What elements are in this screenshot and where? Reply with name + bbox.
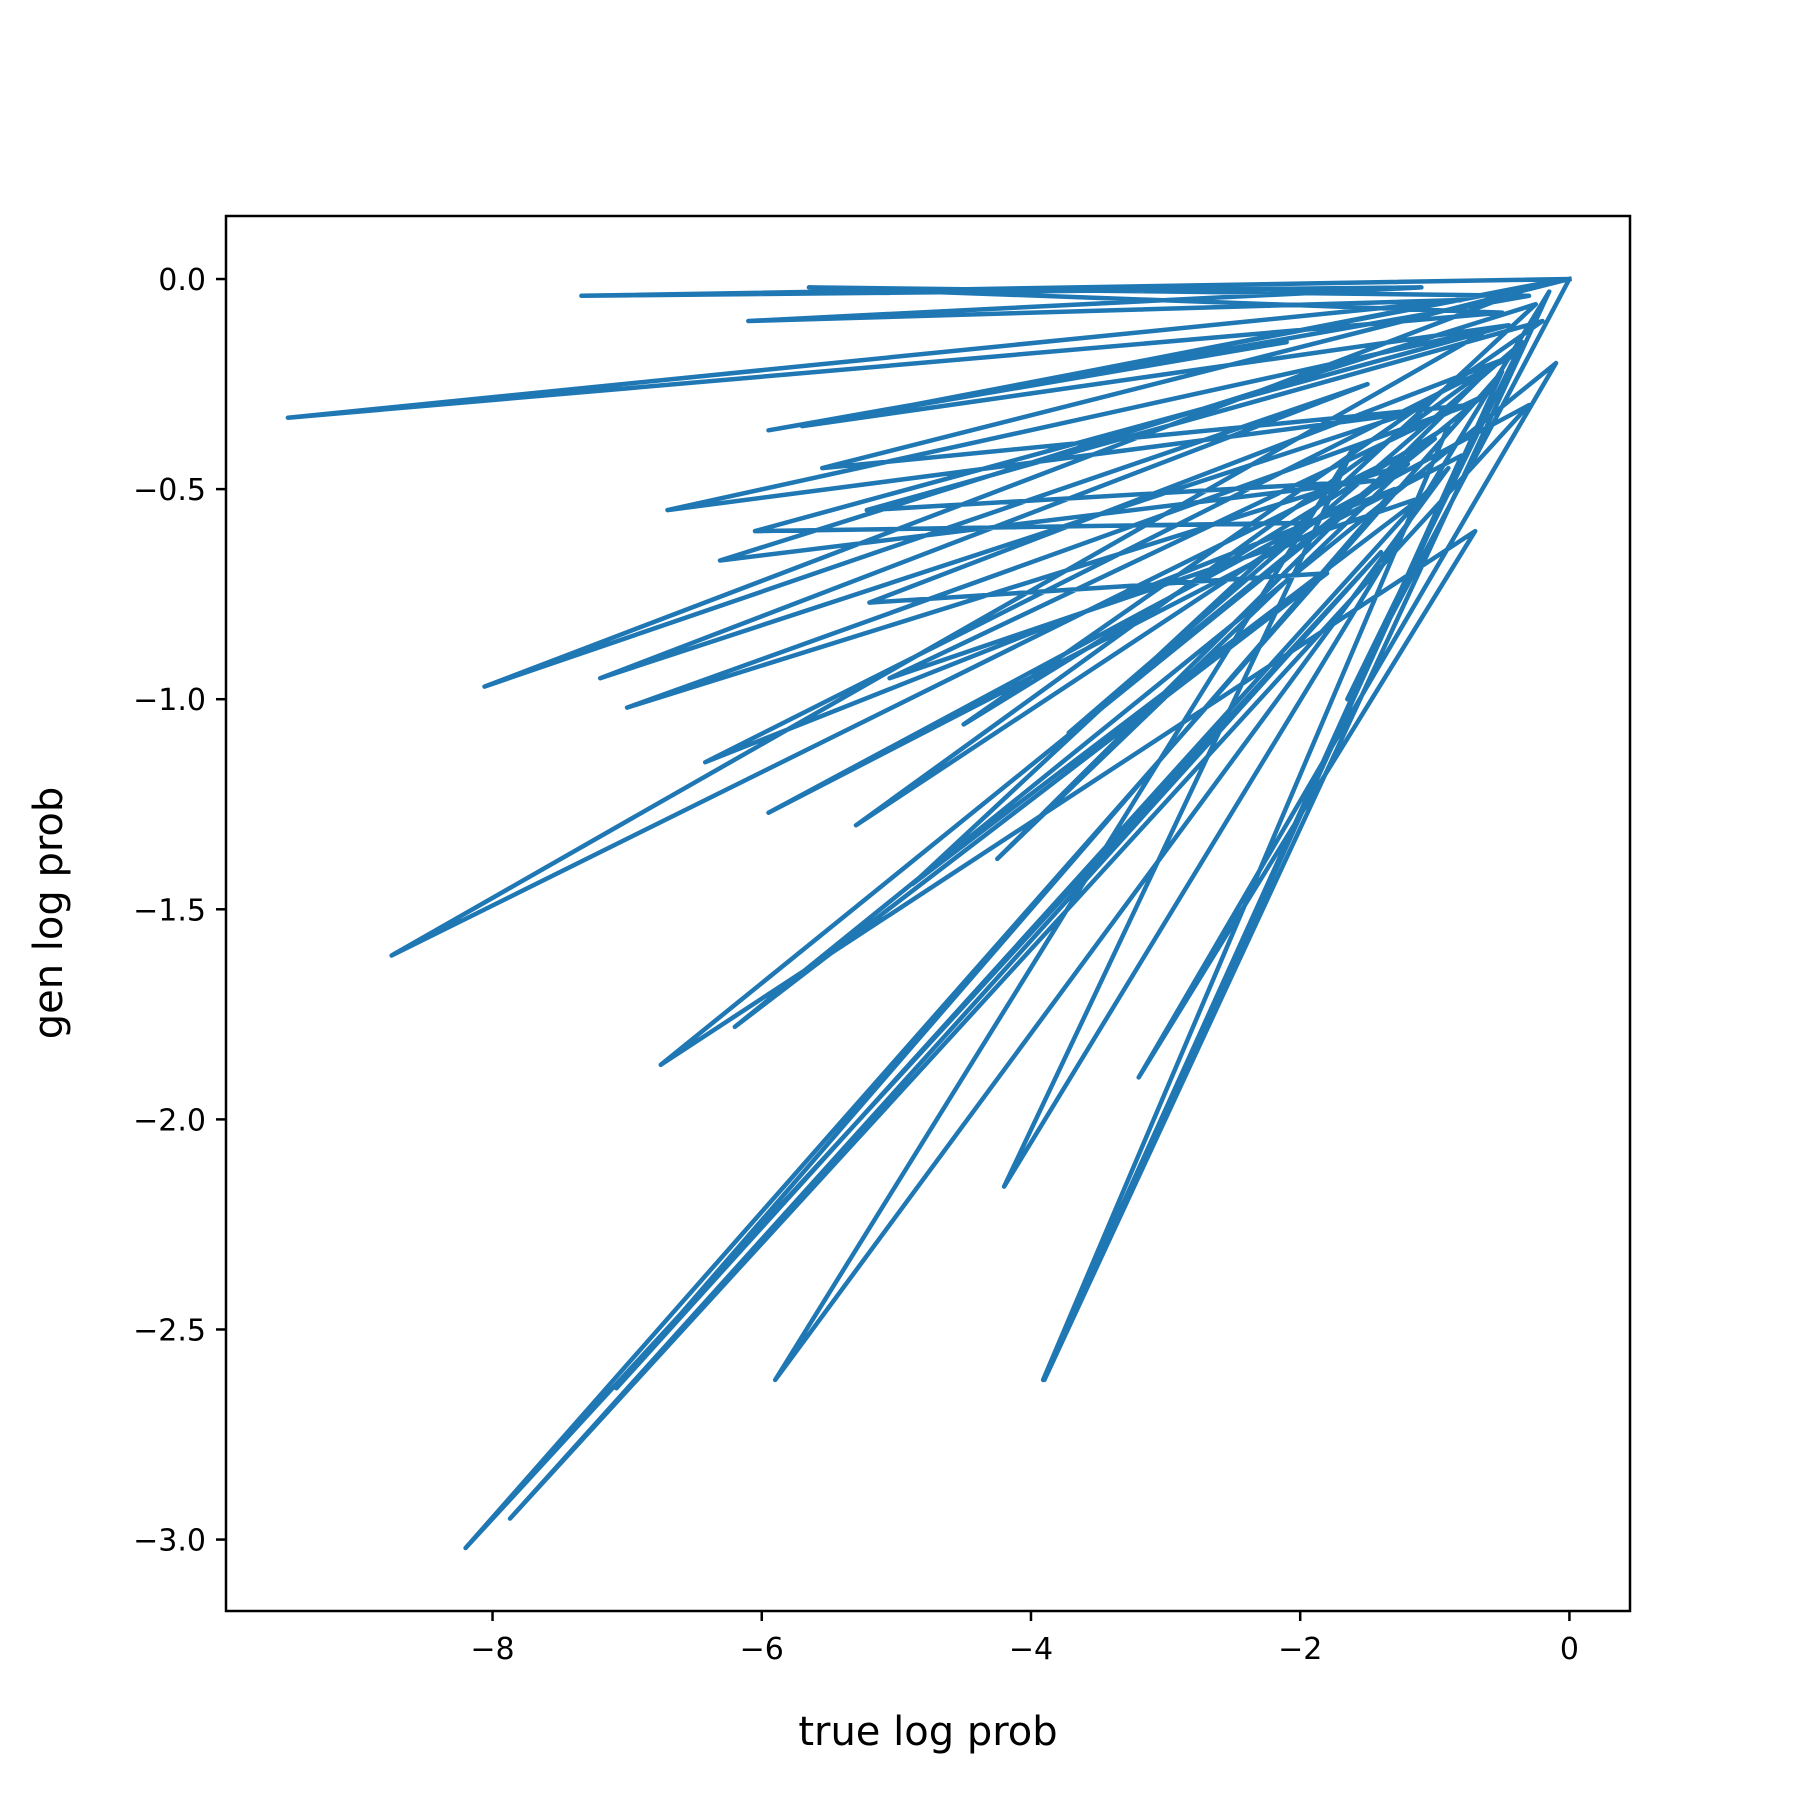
x-tick-label: −8 — [470, 1632, 514, 1667]
y-tick-label: −1.0 — [133, 683, 206, 718]
series-layer — [285, 276, 1573, 1551]
x-tick-label: −2 — [1278, 1632, 1322, 1667]
x-axis: −8 −6 −4 −2 0 — [470, 1611, 1579, 1667]
series-line-0 — [285, 276, 1573, 1551]
y-tick-label: 0.0 — [158, 263, 206, 298]
y-axis-label: gen log prob — [26, 787, 72, 1040]
y-tick-label: −0.5 — [133, 473, 206, 508]
x-tick-label: −4 — [1009, 1632, 1053, 1667]
plot-frame — [224, 214, 1632, 1613]
y-tick-label: −2.0 — [133, 1103, 206, 1138]
y-axis: 0.0 −0.5 −1.0 −1.5 −2.0 −2.5 −3.0 — [133, 263, 226, 1559]
x-tick-label: −6 — [740, 1632, 784, 1667]
x-tick-label: 0 — [1560, 1632, 1579, 1667]
y-tick-label: −1.5 — [133, 893, 206, 928]
x-axis-label: true log prob — [798, 1709, 1057, 1755]
y-tick-label: −2.5 — [133, 1313, 206, 1348]
y-tick-label: −3.0 — [133, 1524, 206, 1559]
